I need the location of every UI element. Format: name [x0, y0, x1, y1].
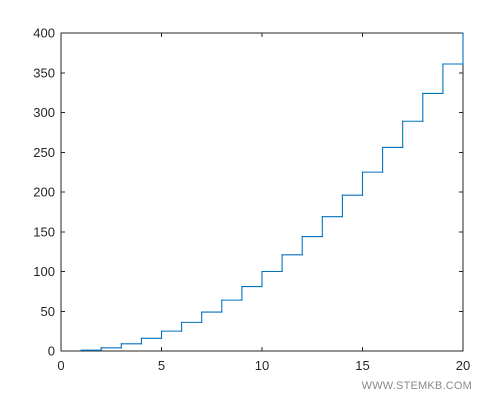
plot-area: [80, 32, 464, 351]
watermark-text: WWW.STEMKB.COM: [361, 380, 472, 392]
x-tick-label: 20: [456, 358, 470, 373]
y-tick-label: 100: [33, 264, 55, 279]
x-tick-label: 5: [158, 358, 165, 373]
y-tick-label: 50: [41, 304, 55, 319]
y-tick-label: 250: [33, 145, 55, 160]
x-tick-label: 0: [57, 358, 64, 373]
axes-box: [60, 32, 464, 352]
axes: [60, 32, 464, 352]
y-tick-label: 400: [33, 26, 55, 41]
y-tick-label: 150: [33, 224, 55, 239]
y-tick-label: 350: [33, 65, 55, 80]
x-tick-label: 10: [255, 358, 269, 373]
y-tick-label: 300: [33, 105, 55, 120]
y-tick-label: 200: [33, 185, 55, 200]
x-tick-label: 15: [355, 358, 369, 373]
y-tick-label: 0: [48, 344, 55, 359]
